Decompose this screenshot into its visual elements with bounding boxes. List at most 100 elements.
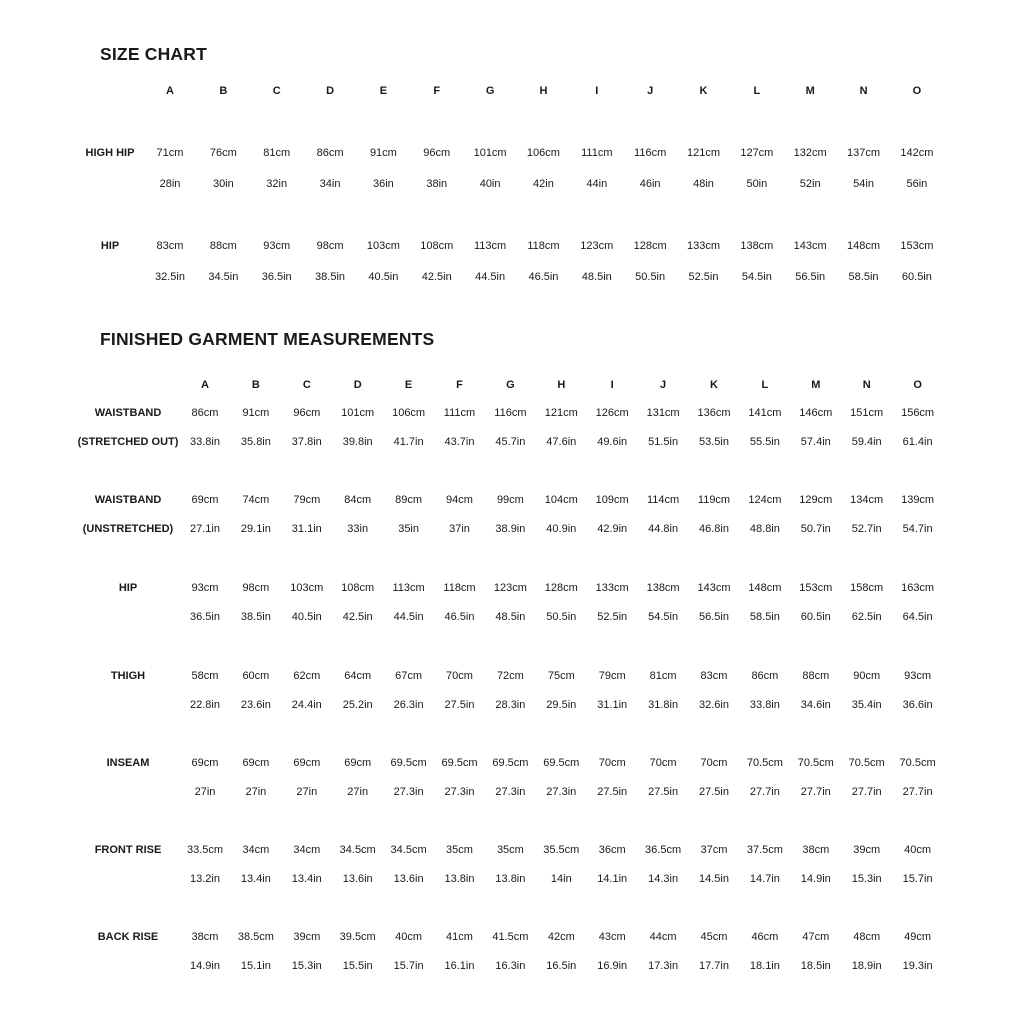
inch-value: 40.5in	[368, 271, 399, 283]
row-sublabel: (UNSTRETCHED)	[82, 523, 174, 535]
inch-value: 13.2in	[190, 873, 220, 885]
cm-value: 116cm	[494, 407, 527, 419]
cm-value: 123cm	[580, 240, 614, 252]
cm-value: 74cm	[242, 494, 270, 506]
size-header-d: D	[326, 85, 335, 97]
cm-value: 49cm	[904, 931, 932, 943]
inch-value: 62.5in	[851, 611, 882, 623]
cm-value: 36cm	[598, 844, 626, 856]
inch-value: 41.7in	[393, 436, 424, 448]
inch-value: 28in	[159, 178, 181, 190]
cm-value: 134cm	[850, 494, 884, 506]
cm-value: 91cm	[369, 147, 397, 159]
cm-value: 83cm	[156, 240, 184, 252]
inch-value: 42.9in	[597, 523, 628, 535]
inch-value: 43.7in	[444, 436, 475, 448]
cm-value: 96cm	[293, 407, 321, 419]
inch-value: 44.8in	[648, 523, 679, 535]
cm-value: 70cm	[598, 757, 626, 769]
inch-value: 14.1in	[597, 873, 628, 885]
inch-value: 54.5in	[741, 271, 772, 283]
size-header-a: A	[166, 85, 174, 97]
size-header-f: F	[433, 85, 441, 97]
cm-value: 132cm	[793, 147, 827, 159]
cm-value: 35.5cm	[543, 844, 580, 856]
inch-value: 44in	[586, 178, 608, 190]
cm-value: 88cm	[209, 240, 237, 252]
inch-value: 57.4in	[800, 436, 831, 448]
inch-value: 36.5in	[190, 611, 220, 623]
inch-value: 31.8in	[648, 699, 679, 711]
cm-value: 104cm	[544, 494, 578, 506]
inch-value: 27.7in	[902, 786, 933, 798]
cm-value: 123cm	[493, 582, 527, 594]
cm-value: 34cm	[293, 844, 321, 856]
inch-value: 52.5in	[597, 611, 628, 623]
size-header-d: D	[353, 379, 362, 391]
inch-value: 35in	[398, 523, 419, 535]
cm-value: 138cm	[740, 240, 774, 252]
inch-value: 47.6in	[546, 436, 577, 448]
inch-value: 61.4in	[902, 436, 933, 448]
inch-value: 40.5in	[291, 611, 322, 623]
size-header-e: E	[379, 85, 388, 97]
inch-value: 27in	[194, 786, 216, 798]
cm-value: 38cm	[802, 844, 830, 856]
size-header-b: B	[219, 85, 228, 97]
inch-value: 52.5in	[688, 271, 719, 283]
cm-value: 35cm	[496, 844, 524, 856]
size-header-k: K	[699, 85, 708, 97]
cm-value: 108cm	[341, 582, 375, 594]
cm-value: 83cm	[700, 670, 728, 682]
size-header-b: B	[251, 379, 260, 391]
cm-value: 67cm	[395, 670, 423, 682]
inch-value: 15.3in	[851, 873, 882, 885]
inch-value: 16.1in	[444, 960, 475, 972]
cm-value: 79cm	[598, 670, 626, 682]
cm-value: 72cm	[496, 670, 524, 682]
inch-value: 38in	[426, 178, 448, 190]
inch-value: 18.5in	[800, 960, 831, 972]
row-label: BACK RISE	[97, 931, 159, 943]
inch-value: 27in	[245, 786, 267, 798]
cm-value: 60cm	[242, 670, 270, 682]
cm-value: 36.5cm	[645, 844, 682, 856]
cm-value: 47cm	[802, 931, 830, 943]
cm-value: 44cm	[649, 931, 677, 943]
inch-value: 27.1in	[190, 523, 220, 535]
inch-value: 14.7in	[749, 873, 780, 885]
cm-value: 129cm	[799, 494, 833, 506]
inch-value: 55.5in	[749, 436, 780, 448]
cm-value: 101cm	[341, 407, 375, 419]
cm-value: 34.5cm	[339, 844, 376, 856]
size-header-h: H	[557, 379, 566, 391]
inch-value: 29.1in	[240, 523, 271, 535]
cm-value: 111cm	[581, 147, 613, 159]
inch-value: 46.5in	[528, 271, 559, 283]
inch-value: 46.8in	[699, 523, 729, 535]
cm-value: 131cm	[646, 407, 680, 419]
inch-value: 35.4in	[851, 699, 882, 711]
inch-value: 14.3in	[648, 873, 679, 885]
cm-value: 33.5cm	[186, 844, 224, 856]
cm-value: 84cm	[344, 494, 372, 506]
size-header-a: A	[201, 379, 209, 391]
size-header-m: M	[811, 379, 821, 391]
cm-value: 70.5cm	[848, 757, 885, 769]
cm-value: 114cm	[646, 494, 680, 506]
inch-value: 16.5in	[546, 960, 577, 972]
inch-value: 54.5in	[648, 611, 679, 623]
inch-value: 13.8in	[495, 873, 526, 885]
cm-value: 79cm	[293, 494, 321, 506]
cm-value: 58cm	[191, 670, 219, 682]
cm-value: 86cm	[751, 670, 779, 682]
inch-value: 36.6in	[902, 699, 933, 711]
inch-value: 32in	[266, 178, 288, 190]
cm-value: 136cm	[697, 407, 731, 419]
cm-value: 151cm	[850, 407, 884, 419]
cm-value: 126cm	[595, 407, 629, 419]
cm-value: 88cm	[802, 670, 830, 682]
inch-value: 36in	[372, 178, 394, 190]
cm-value: 93cm	[904, 670, 932, 682]
inch-value: 40.9in	[546, 523, 577, 535]
